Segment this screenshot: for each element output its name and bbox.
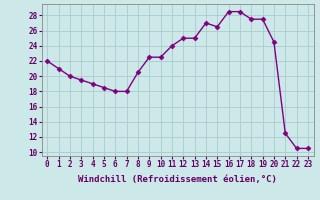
X-axis label: Windchill (Refroidissement éolien,°C): Windchill (Refroidissement éolien,°C) [78,175,277,184]
